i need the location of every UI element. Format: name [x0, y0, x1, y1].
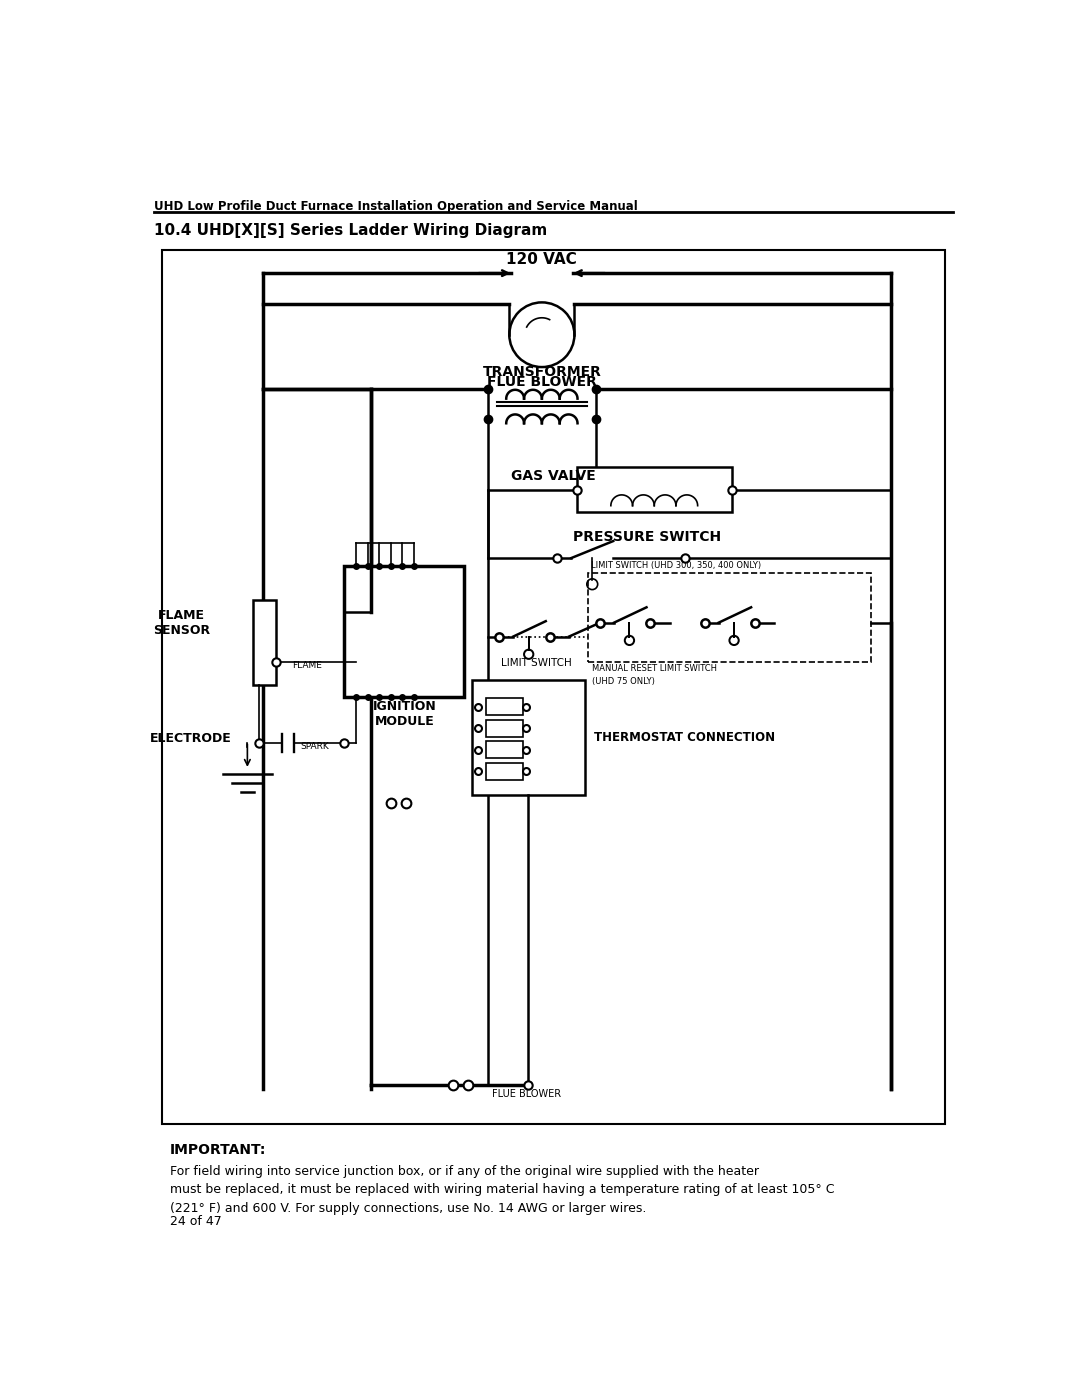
Text: 120 VAC: 120 VAC — [507, 251, 577, 267]
Text: IMPORTANT:: IMPORTANT: — [170, 1143, 267, 1157]
Text: LIMIT SWITCH: LIMIT SWITCH — [501, 658, 571, 668]
Text: MANUAL RESET LIMIT SWITCH: MANUAL RESET LIMIT SWITCH — [592, 665, 717, 673]
Bar — [577, 467, 732, 511]
Text: (UHD 75 ONLY): (UHD 75 ONLY) — [592, 676, 656, 686]
Text: SPARK: SPARK — [300, 742, 329, 752]
Text: TRANSFORMER: TRANSFORMER — [483, 366, 602, 380]
Text: FLAME
SENSOR: FLAME SENSOR — [153, 609, 211, 637]
Text: 10.4 UHD[X][S] Series Ladder Wiring Diagram: 10.4 UHD[X][S] Series Ladder Wiring Diag… — [154, 224, 548, 237]
Text: 24 of 47: 24 of 47 — [170, 1215, 221, 1228]
Text: GAS VALVE: GAS VALVE — [511, 468, 596, 482]
Bar — [589, 573, 872, 662]
Bar — [486, 742, 524, 759]
Text: PRESSURE SWITCH: PRESSURE SWITCH — [572, 531, 721, 545]
Text: FLUE BLOWER: FLUE BLOWER — [487, 374, 597, 388]
Bar — [253, 601, 276, 685]
Bar — [345, 566, 464, 697]
Text: IGNITION
MODULE: IGNITION MODULE — [373, 700, 436, 728]
Text: FLAME: FLAME — [292, 661, 322, 671]
Bar — [486, 763, 524, 780]
Bar — [486, 698, 524, 715]
Text: FLUE BLOWER: FLUE BLOWER — [491, 1090, 561, 1099]
Bar — [162, 250, 945, 1125]
Text: THERMOSTAT CONNECTION: THERMOSTAT CONNECTION — [594, 731, 775, 745]
Text: For field wiring into service junction box, or if any of the original wire suppl: For field wiring into service junction b… — [170, 1165, 835, 1215]
Text: ELECTRODE: ELECTRODE — [150, 732, 232, 746]
Text: UHD Low Profile Duct Furnace Installation Operation and Service Manual: UHD Low Profile Duct Furnace Installatio… — [154, 200, 638, 212]
Bar — [486, 719, 524, 736]
Text: LIMIT SWITCH (UHD 300, 350, 400 ONLY): LIMIT SWITCH (UHD 300, 350, 400 ONLY) — [591, 560, 760, 570]
Bar — [472, 680, 584, 795]
